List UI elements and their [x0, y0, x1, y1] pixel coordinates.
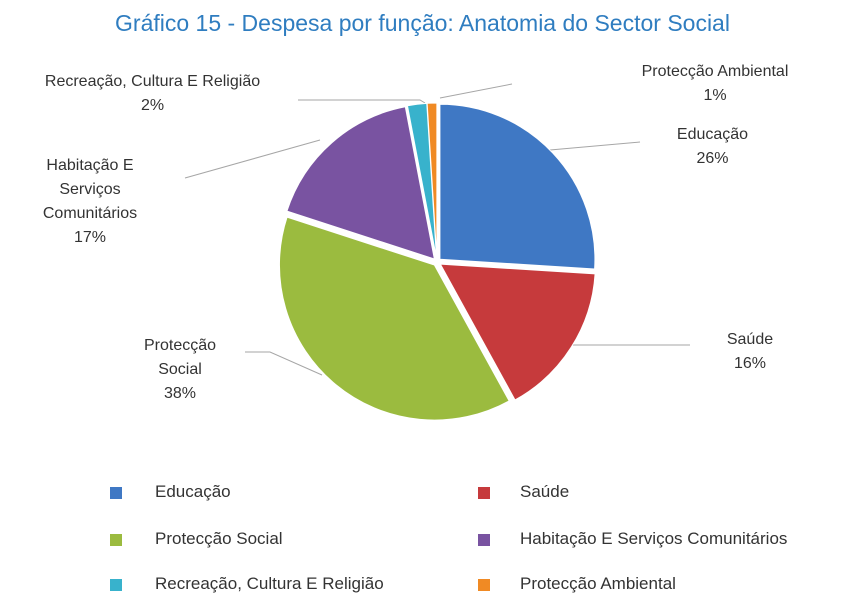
legend-label: Protecção Ambiental: [520, 574, 676, 593]
pie-slice: [439, 263, 596, 401]
data-label-name: Protecção Social: [143, 337, 217, 378]
leader-lines: [184, 83, 690, 376]
data-label-name: Saúde: [726, 331, 774, 348]
data-label: Habitação E Serviços Comunitários 17%: [20, 154, 160, 250]
legend-swatch: [478, 579, 490, 591]
data-label: Recreação, Cultura E Religião 2%: [0, 70, 305, 118]
legend-label: Protecção Social: [155, 529, 283, 548]
data-label-value: 2%: [140, 97, 165, 114]
legend-swatch: [110, 487, 122, 499]
pie-slice: [286, 106, 436, 260]
legend-swatch: [478, 487, 490, 499]
leader-line: [549, 141, 641, 151]
pie-slice: [439, 103, 596, 270]
data-label-name: Protecção Ambiental: [641, 63, 789, 80]
legend-swatch: [478, 534, 490, 546]
pie-slice: [426, 102, 438, 259]
data-label: Protecção Ambiental 1%: [610, 60, 820, 108]
legend-label: Habitação E Serviços Comunitários: [520, 529, 788, 548]
chart-title: Gráfico 15 - Despesa por função: Anatomi…: [115, 10, 730, 36]
legend-swatch: [110, 534, 122, 546]
data-label: Educação 26%: [650, 123, 775, 171]
legend-label: Recreação, Cultura E Religião: [155, 574, 384, 593]
legend-swatch: [110, 579, 122, 591]
leader-line: [439, 83, 513, 99]
data-label-value: 38%: [163, 385, 197, 402]
legend-label: Saúde: [520, 482, 570, 501]
data-label-value: 26%: [696, 150, 729, 167]
data-label: Saúde 16%: [700, 328, 800, 376]
data-label-name: Recreação, Cultura E Religião: [44, 73, 261, 90]
leader-line: [184, 139, 321, 179]
data-label-value: 16%: [733, 355, 767, 372]
data-label-name: Habitação E Serviços Comunitários: [42, 157, 138, 222]
data-label-name: Educação: [676, 126, 749, 143]
pie-slice: [278, 216, 510, 421]
data-label-value: 1%: [703, 87, 727, 104]
legend-label: Educação: [155, 482, 231, 501]
data-label-value: 17%: [73, 229, 107, 246]
leader-line: [245, 351, 323, 376]
data-label: Protecção Social 38%: [130, 334, 230, 406]
leader-line: [298, 99, 426, 104]
